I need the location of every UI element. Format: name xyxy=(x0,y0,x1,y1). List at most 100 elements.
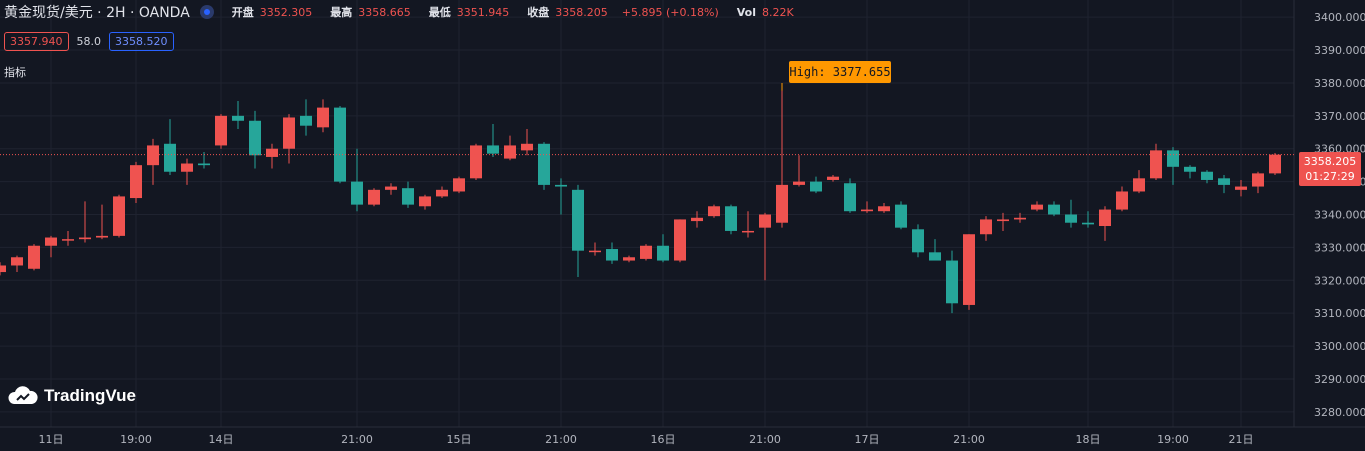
candle-body xyxy=(164,143,176,172)
candle-body xyxy=(28,245,40,269)
y-tick-label: 3280.000 xyxy=(1314,406,1365,419)
candle-body xyxy=(1201,171,1213,180)
candle-body xyxy=(0,265,6,273)
candle-body xyxy=(470,145,482,179)
candle-body xyxy=(419,196,431,207)
candle-body xyxy=(453,178,465,192)
x-tick-label: 19:00 xyxy=(120,433,152,446)
x-tick-label: 15日 xyxy=(447,433,472,446)
y-tick-label: 3300.000 xyxy=(1314,340,1365,353)
candle-body xyxy=(1031,204,1043,210)
y-tick-label: 3330.000 xyxy=(1314,241,1365,254)
y-tick-label: 3290.000 xyxy=(1314,373,1365,386)
x-tick-label: 21:00 xyxy=(341,433,373,446)
candle-body xyxy=(691,217,703,222)
last-price-tag: 3358.205 01:27:29 xyxy=(1299,152,1361,186)
candle-body xyxy=(963,234,975,305)
candle-countdown: 01:27:29 xyxy=(1305,170,1355,183)
tradingvue-logo[interactable]: TradingVue xyxy=(8,386,136,406)
last-price-value: 3358.205 xyxy=(1303,155,1357,168)
candle-body xyxy=(181,163,193,172)
candle-body xyxy=(742,230,754,233)
candle-body xyxy=(1150,150,1162,179)
candle-body xyxy=(623,257,635,261)
candle-body xyxy=(300,115,312,126)
candle-body xyxy=(351,181,363,205)
x-tick-label: 17日 xyxy=(855,433,880,446)
open-label: 开盘 xyxy=(231,6,254,19)
change-value: +5.895 (+0.18%) xyxy=(621,5,719,19)
high-label: 最高 xyxy=(330,6,353,19)
candle-body xyxy=(1252,173,1264,187)
candle-body xyxy=(555,184,567,187)
symbol-title[interactable]: 黄金现货/美元 · 2H · OANDA xyxy=(4,5,190,21)
logo-text: TradingVue xyxy=(44,386,136,405)
cloud-logo-icon xyxy=(8,386,38,404)
candle-body xyxy=(1116,191,1128,210)
high-value: 3358.665 xyxy=(358,5,411,19)
candle-body xyxy=(912,229,924,253)
grid-lines xyxy=(0,0,1294,427)
x-tick-label: 18日 xyxy=(1076,433,1101,446)
candle-body xyxy=(1048,204,1060,215)
candle-body xyxy=(113,196,125,236)
x-tick-label: 19:00 xyxy=(1157,433,1189,446)
market-status-icon xyxy=(199,5,214,19)
candle-body xyxy=(487,145,499,154)
ask-price-box[interactable]: 3358.520 xyxy=(109,32,174,51)
candle-body xyxy=(946,260,958,304)
candle-body xyxy=(436,189,448,197)
candle-body xyxy=(232,115,244,121)
candle-body xyxy=(878,206,890,212)
candles-layer xyxy=(0,90,1281,314)
open-value: 3352.305 xyxy=(259,5,313,19)
y-tick-label: 3400.000 xyxy=(1314,11,1365,24)
x-tick-label: 21日 xyxy=(1229,433,1254,446)
y-tick-label: 3370.000 xyxy=(1314,110,1365,123)
low-label: 最低 xyxy=(428,6,451,19)
candle-body xyxy=(266,148,278,157)
spread-value: 58.0 xyxy=(76,35,102,48)
candle-body xyxy=(725,206,737,231)
candle-body xyxy=(997,219,1009,222)
x-tick-label: 11日 xyxy=(39,433,64,446)
candle-body xyxy=(1065,214,1077,223)
candle-body xyxy=(793,181,805,185)
candle-body xyxy=(317,107,329,128)
indicators-label[interactable]: 指标 xyxy=(4,66,26,79)
candle-body xyxy=(589,250,601,253)
candle-body xyxy=(334,107,346,182)
candle-body xyxy=(147,145,159,166)
candle-body xyxy=(810,181,822,192)
candle-body xyxy=(504,145,516,159)
candle-body xyxy=(215,115,227,146)
y-tick-label: 3380.000 xyxy=(1314,77,1365,90)
candle-body xyxy=(861,209,873,212)
candle-body xyxy=(776,184,788,223)
quote-row: 3357.940 58.0 3358.520 xyxy=(4,32,174,51)
x-tick-label: 16日 xyxy=(651,433,676,446)
candle-body xyxy=(130,165,142,199)
candle-body xyxy=(385,186,397,190)
candle-body xyxy=(402,188,414,205)
candle-body xyxy=(1014,217,1026,220)
candle-body xyxy=(198,163,210,166)
volume-label: Vol xyxy=(736,5,756,19)
candle-body xyxy=(249,120,261,156)
candle-body xyxy=(1099,209,1111,227)
candle-body xyxy=(62,239,74,241)
candle-body xyxy=(895,204,907,228)
candle-body xyxy=(827,176,839,180)
candle-body xyxy=(79,237,91,240)
candle-body xyxy=(283,117,295,149)
y-tick-label: 3390.000 xyxy=(1314,44,1365,57)
x-tick-label: 14日 xyxy=(209,433,234,446)
bid-price-box[interactable]: 3357.940 xyxy=(4,32,69,51)
y-tick-label: 3340.000 xyxy=(1314,209,1365,222)
candle-body xyxy=(538,143,550,185)
candle-body xyxy=(1235,186,1247,190)
symbol-legend: 黄金现货/美元 · 2H · OANDA 开盘 3352.305 最高 3358… xyxy=(4,2,794,22)
low-value: 3351.945 xyxy=(456,5,510,19)
candle-body xyxy=(606,249,618,261)
